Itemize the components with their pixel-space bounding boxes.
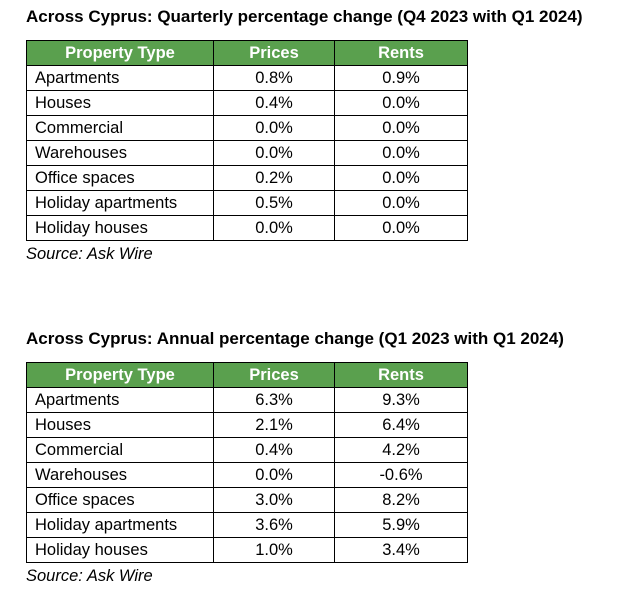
table-row: Houses 0.4% 0.0% [26,90,468,116]
cell-prices: 1.0% [213,537,335,563]
quarterly-source: Source: Ask Wire [26,245,153,263]
table-row: Houses 2.1% 6.4% [26,412,468,438]
table-header-row: Property Type Prices Rents [26,40,468,66]
cell-prices: 0.4% [213,437,335,463]
table-header-row: Property Type Prices Rents [26,362,468,388]
cell-prices: 0.0% [213,215,335,241]
cell-rents: 0.9% [334,65,468,91]
cell-property-type: Commercial [26,437,214,463]
cell-property-type: Commercial [26,115,214,141]
cell-rents: 3.4% [334,537,468,563]
table-row: Holiday houses 0.0% 0.0% [26,215,468,241]
cell-prices: 0.0% [213,140,335,166]
header-prices: Prices [213,362,335,388]
table-row: Holiday houses 1.0% 3.4% [26,537,468,563]
cell-rents: 6.4% [334,412,468,438]
cell-property-type: Office spaces [26,487,214,513]
cell-prices: 0.5% [213,190,335,216]
cell-prices: 0.8% [213,65,335,91]
quarterly-title: Across Cyprus: Quarterly percentage chan… [26,7,583,26]
table-row: Office spaces 0.2% 0.0% [26,165,468,191]
cell-rents: 0.0% [334,165,468,191]
cell-prices: 0.0% [213,115,335,141]
cell-property-type: Holiday houses [26,537,214,563]
cell-property-type: Houses [26,412,214,438]
cell-property-type: Holiday apartments [26,512,214,538]
cell-rents: -0.6% [334,462,468,488]
table-row: Holiday apartments 0.5% 0.0% [26,190,468,216]
header-rents: Rents [334,362,468,388]
table-row: Office spaces 3.0% 8.2% [26,487,468,513]
annual-section: Across Cyprus: Annual percentage change … [26,328,564,587]
cell-property-type: Houses [26,90,214,116]
header-rents: Rents [334,40,468,66]
cell-rents: 0.0% [334,90,468,116]
cell-property-type: Holiday houses [26,215,214,241]
annual-table: Property Type Prices Rents Apartments 6.… [26,362,468,563]
cell-property-type: Warehouses [26,140,214,166]
table-row: Commercial 0.4% 4.2% [26,437,468,463]
header-prices: Prices [213,40,335,66]
cell-rents: 8.2% [334,487,468,513]
table-row: Warehouses 0.0% 0.0% [26,140,468,166]
cell-prices: 0.2% [213,165,335,191]
cell-prices: 3.6% [213,512,335,538]
cell-property-type: Warehouses [26,462,214,488]
quarterly-section: Across Cyprus: Quarterly percentage chan… [26,6,583,265]
cell-rents: 5.9% [334,512,468,538]
cell-prices: 3.0% [213,487,335,513]
header-property-type: Property Type [26,362,214,388]
table-row: Commercial 0.0% 0.0% [26,115,468,141]
table-row: Apartments 6.3% 9.3% [26,387,468,413]
cell-prices: 0.4% [213,90,335,116]
table-row: Warehouses 0.0% -0.6% [26,462,468,488]
annual-title: Across Cyprus: Annual percentage change … [26,329,564,348]
table-row: Apartments 0.8% 0.9% [26,65,468,91]
cell-rents: 0.0% [334,190,468,216]
cell-prices: 6.3% [213,387,335,413]
annual-source: Source: Ask Wire [26,567,153,585]
cell-property-type: Office spaces [26,165,214,191]
quarterly-table: Property Type Prices Rents Apartments 0.… [26,40,468,241]
cell-property-type: Apartments [26,65,214,91]
cell-rents: 9.3% [334,387,468,413]
cell-property-type: Holiday apartments [26,190,214,216]
cell-rents: 0.0% [334,115,468,141]
cell-prices: 2.1% [213,412,335,438]
table-row: Holiday apartments 3.6% 5.9% [26,512,468,538]
cell-prices: 0.0% [213,462,335,488]
cell-rents: 4.2% [334,437,468,463]
cell-rents: 0.0% [334,215,468,241]
cell-property-type: Apartments [26,387,214,413]
cell-rents: 0.0% [334,140,468,166]
header-property-type: Property Type [26,40,214,66]
